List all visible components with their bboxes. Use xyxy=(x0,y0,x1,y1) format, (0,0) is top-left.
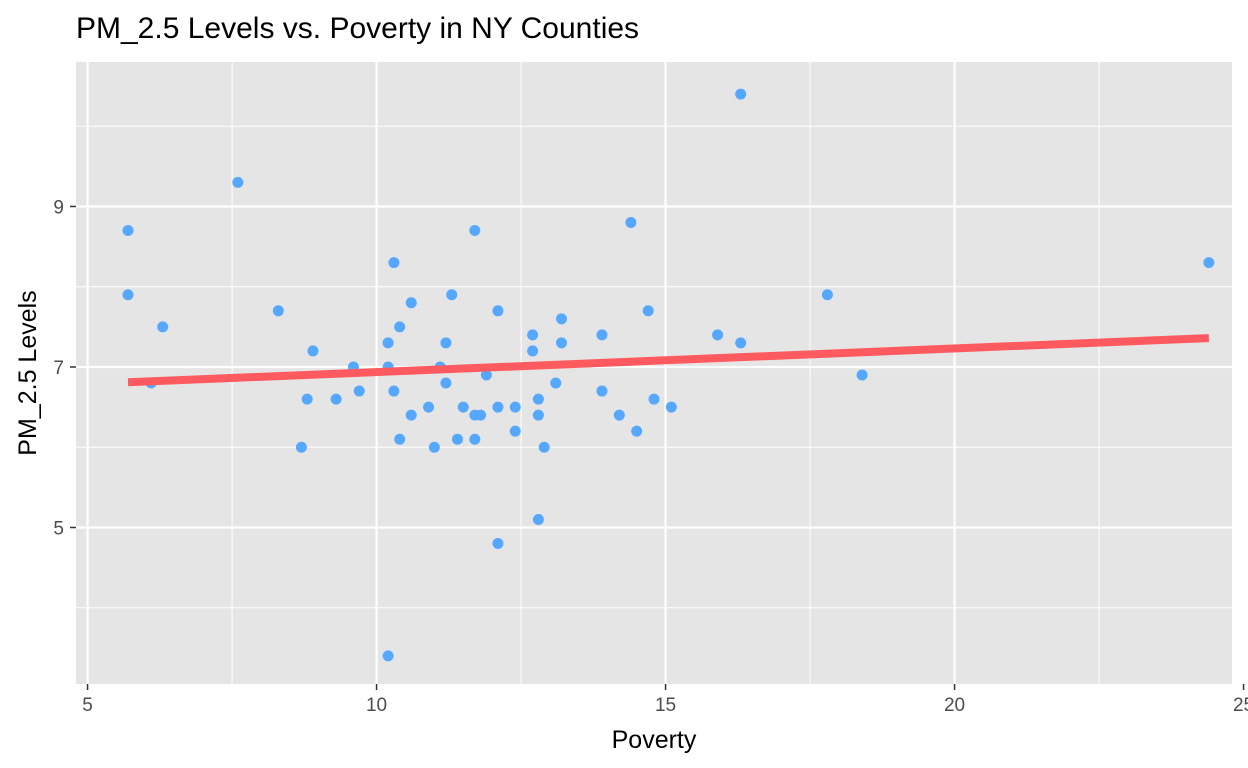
x-axis-label: Poverty xyxy=(612,726,697,754)
data-point xyxy=(272,305,284,317)
data-point xyxy=(492,401,504,413)
plot-panel xyxy=(76,62,1232,684)
data-point xyxy=(538,441,550,453)
data-point xyxy=(613,409,625,421)
data-point xyxy=(451,433,463,445)
data-point xyxy=(423,401,435,413)
data-point xyxy=(301,393,313,405)
data-point xyxy=(405,297,417,309)
x-tick-label: 20 xyxy=(944,695,965,716)
data-point xyxy=(440,377,452,389)
data-point xyxy=(556,337,568,349)
data-point xyxy=(735,337,747,349)
data-point xyxy=(394,321,406,333)
data-point xyxy=(631,425,643,437)
trend-line xyxy=(127,334,1210,387)
data-point xyxy=(232,176,244,188)
data-point xyxy=(457,401,469,413)
data-point xyxy=(550,377,562,389)
data-point xyxy=(446,289,458,301)
y-tick-label: 9 xyxy=(53,197,64,218)
data-point xyxy=(480,369,492,381)
data-point xyxy=(469,433,481,445)
data-point xyxy=(556,313,568,325)
data-point xyxy=(122,225,134,237)
data-point xyxy=(509,401,521,413)
data-point xyxy=(428,441,440,453)
data-points xyxy=(122,88,1215,662)
data-point xyxy=(388,257,400,269)
y-tick-label: 7 xyxy=(53,358,64,379)
data-point xyxy=(295,441,307,453)
data-point xyxy=(492,538,504,550)
data-point xyxy=(122,289,134,301)
data-point xyxy=(440,337,452,349)
data-point xyxy=(735,88,747,100)
data-point xyxy=(856,369,868,381)
data-point xyxy=(532,513,544,525)
x-tick-label: 5 xyxy=(82,695,93,716)
data-point xyxy=(157,321,169,333)
y-axis-label: PM_2.5 Levels xyxy=(14,290,42,455)
data-point xyxy=(307,345,319,357)
data-point xyxy=(469,225,481,237)
data-point xyxy=(353,385,365,397)
data-point xyxy=(532,393,544,405)
gridlines xyxy=(76,62,1245,684)
x-tick-label: 15 xyxy=(655,695,676,716)
data-point xyxy=(330,393,342,405)
data-point xyxy=(596,385,608,397)
data-point xyxy=(596,329,608,341)
data-point xyxy=(527,329,539,341)
data-point xyxy=(821,289,833,301)
chart-title: PM_2.5 Levels vs. Poverty in NY Counties xyxy=(76,12,639,45)
x-tick-label: 25 xyxy=(1233,695,1248,716)
data-point xyxy=(382,337,394,349)
data-point xyxy=(388,385,400,397)
data-point xyxy=(648,393,660,405)
data-point xyxy=(665,401,677,413)
y-tick-label: 5 xyxy=(53,518,64,539)
data-point xyxy=(642,305,654,317)
trend-line-group xyxy=(127,334,1210,387)
data-point xyxy=(509,425,521,437)
data-point xyxy=(625,217,637,229)
data-point xyxy=(1203,257,1215,269)
data-point xyxy=(532,409,544,421)
data-point xyxy=(405,409,417,421)
x-tick-label: 10 xyxy=(366,695,387,716)
data-point xyxy=(394,433,406,445)
data-point xyxy=(712,329,724,341)
axes: 5 10 15 20 25 5 7 9 xyxy=(53,197,1248,716)
data-point xyxy=(492,305,504,317)
data-point xyxy=(475,409,487,421)
data-point xyxy=(382,650,394,662)
data-point xyxy=(527,345,539,357)
